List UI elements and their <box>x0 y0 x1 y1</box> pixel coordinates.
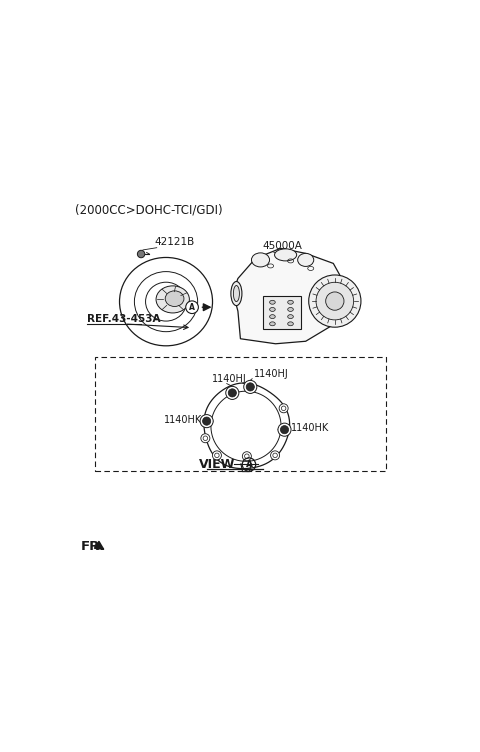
Ellipse shape <box>298 253 314 266</box>
Ellipse shape <box>270 300 275 305</box>
Ellipse shape <box>270 314 275 319</box>
Text: 1140HJ: 1140HJ <box>254 368 289 379</box>
Circle shape <box>326 292 344 311</box>
Ellipse shape <box>275 249 297 261</box>
Ellipse shape <box>288 322 293 326</box>
Ellipse shape <box>252 253 270 267</box>
Text: 1140HJ: 1140HJ <box>212 374 247 384</box>
Bar <box>96 357 385 471</box>
Bar <box>263 296 300 329</box>
Circle shape <box>316 282 354 320</box>
Circle shape <box>246 383 254 391</box>
Text: A: A <box>189 303 195 312</box>
Circle shape <box>309 275 361 327</box>
Ellipse shape <box>156 286 190 313</box>
Ellipse shape <box>288 308 293 311</box>
Ellipse shape <box>270 308 275 311</box>
Text: 42121B: 42121B <box>155 237 195 247</box>
Text: 45000A: 45000A <box>263 241 302 251</box>
Text: 1140HK: 1140HK <box>290 423 329 433</box>
Circle shape <box>200 414 213 428</box>
Circle shape <box>226 387 239 399</box>
Text: FR.: FR. <box>81 539 105 553</box>
PathPatch shape <box>233 248 346 344</box>
Text: VIEW: VIEW <box>198 458 235 471</box>
Ellipse shape <box>270 322 275 326</box>
Circle shape <box>228 389 237 397</box>
Ellipse shape <box>288 300 293 305</box>
Text: 1140HK: 1140HK <box>164 414 202 425</box>
Ellipse shape <box>288 314 293 319</box>
Text: A: A <box>245 460 252 469</box>
Circle shape <box>203 417 211 425</box>
Circle shape <box>244 381 257 393</box>
Text: (2000CC>DOHC-TCI/GDI): (2000CC>DOHC-TCI/GDI) <box>75 203 223 216</box>
Circle shape <box>242 452 252 461</box>
Circle shape <box>201 434 210 443</box>
Circle shape <box>186 301 198 314</box>
Ellipse shape <box>233 286 240 302</box>
Ellipse shape <box>165 291 184 307</box>
Ellipse shape <box>231 281 242 305</box>
Circle shape <box>279 404 288 413</box>
Circle shape <box>280 426 288 434</box>
Circle shape <box>271 451 279 460</box>
Circle shape <box>137 250 145 258</box>
Circle shape <box>213 451 221 460</box>
Text: REF.43-453A: REF.43-453A <box>87 314 160 325</box>
Circle shape <box>278 423 291 436</box>
